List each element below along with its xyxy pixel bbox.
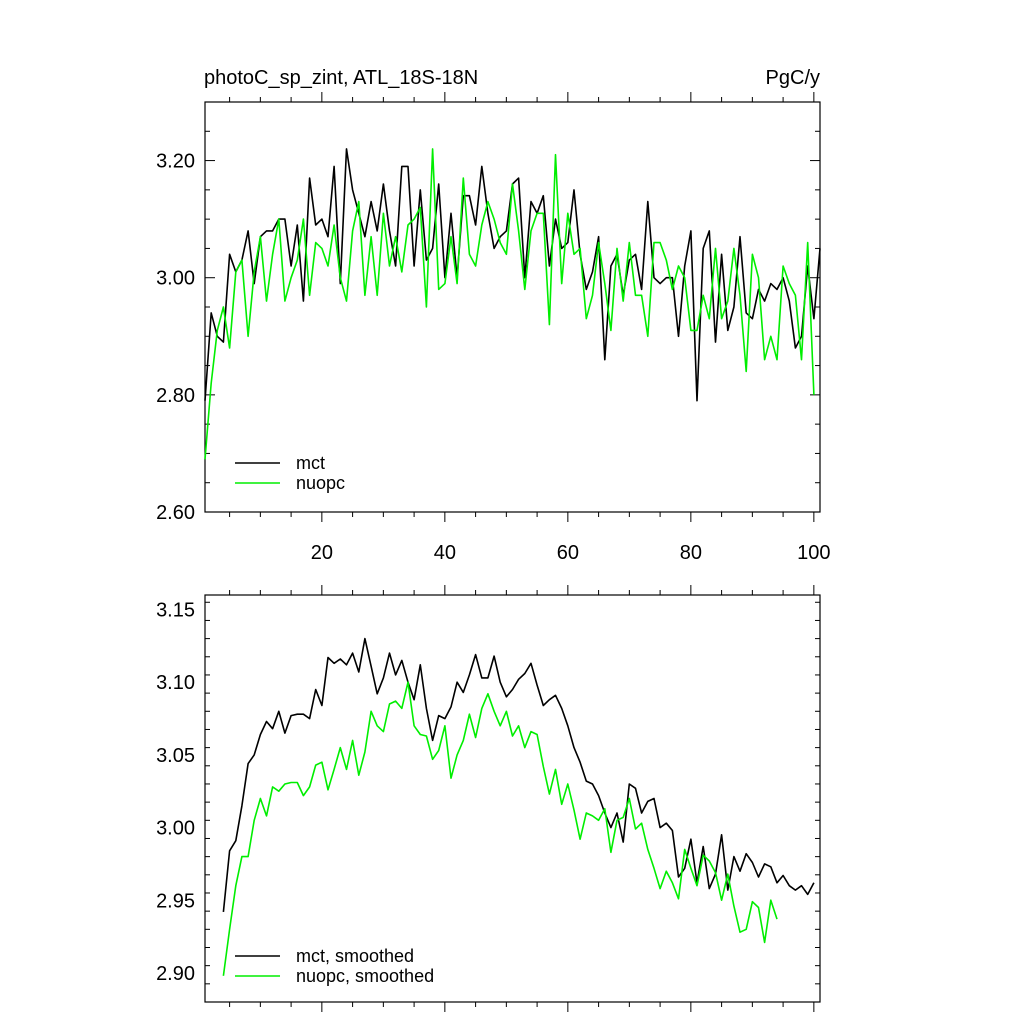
legend-label: nuopc, smoothed bbox=[296, 966, 434, 986]
x-tick-label: 20 bbox=[311, 542, 333, 564]
top-panel: photoC_sp_zint, ATL_18S-18N PgC/y 2.602.… bbox=[156, 67, 830, 564]
bottom-panel: 2.90 2.95 3.00 3.05 3.10 3.15 mct, smoothednu… bbox=[156, 585, 821, 1012]
y-tick-label: 3.00 bbox=[156, 268, 195, 290]
series-line-nuopc-smoothed bbox=[222, 681, 778, 976]
legend-label: mct bbox=[296, 453, 325, 473]
series-line-mct-smoothed bbox=[222, 637, 815, 912]
x-tick-label: 80 bbox=[680, 542, 702, 564]
y-tick-label: 3.15 bbox=[156, 600, 195, 622]
units-label: PgC/y bbox=[766, 67, 820, 89]
legend-label: mct, smoothed bbox=[296, 946, 414, 966]
y-tick-label: 3.00 bbox=[156, 818, 195, 840]
y-tick-label: 3.20 bbox=[156, 151, 195, 173]
plot-frame bbox=[204, 101, 821, 513]
y-tick-label: 3.05 bbox=[156, 745, 195, 767]
x-tick-label: 40 bbox=[434, 542, 456, 564]
y-tick-label: 2.95 bbox=[156, 890, 195, 912]
x-tick-label: 100 bbox=[797, 542, 830, 564]
x-tick-label: 60 bbox=[557, 542, 579, 564]
y-tick-label: 2.90 bbox=[156, 963, 195, 985]
bottom-axes: 2.90 2.95 3.00 3.05 3.10 3.15 bbox=[156, 585, 821, 1012]
chart-title: photoC_sp_zint, ATL_18S-18N bbox=[204, 67, 478, 89]
top-axes: 2.60 2.80 3.00 3.20 20 40 60 80 100 bbox=[156, 92, 831, 564]
y-tick-label: 2.80 bbox=[156, 385, 195, 407]
y-tick-label: 2.60 bbox=[156, 502, 195, 524]
top-series-lines bbox=[204, 148, 821, 460]
y-tick-label: 3.10 bbox=[156, 672, 195, 694]
series-line-nuopc bbox=[204, 148, 815, 460]
legend-label: nuopc bbox=[296, 473, 345, 493]
bottom-series-lines bbox=[222, 637, 815, 976]
plot-frame bbox=[204, 594, 821, 1003]
